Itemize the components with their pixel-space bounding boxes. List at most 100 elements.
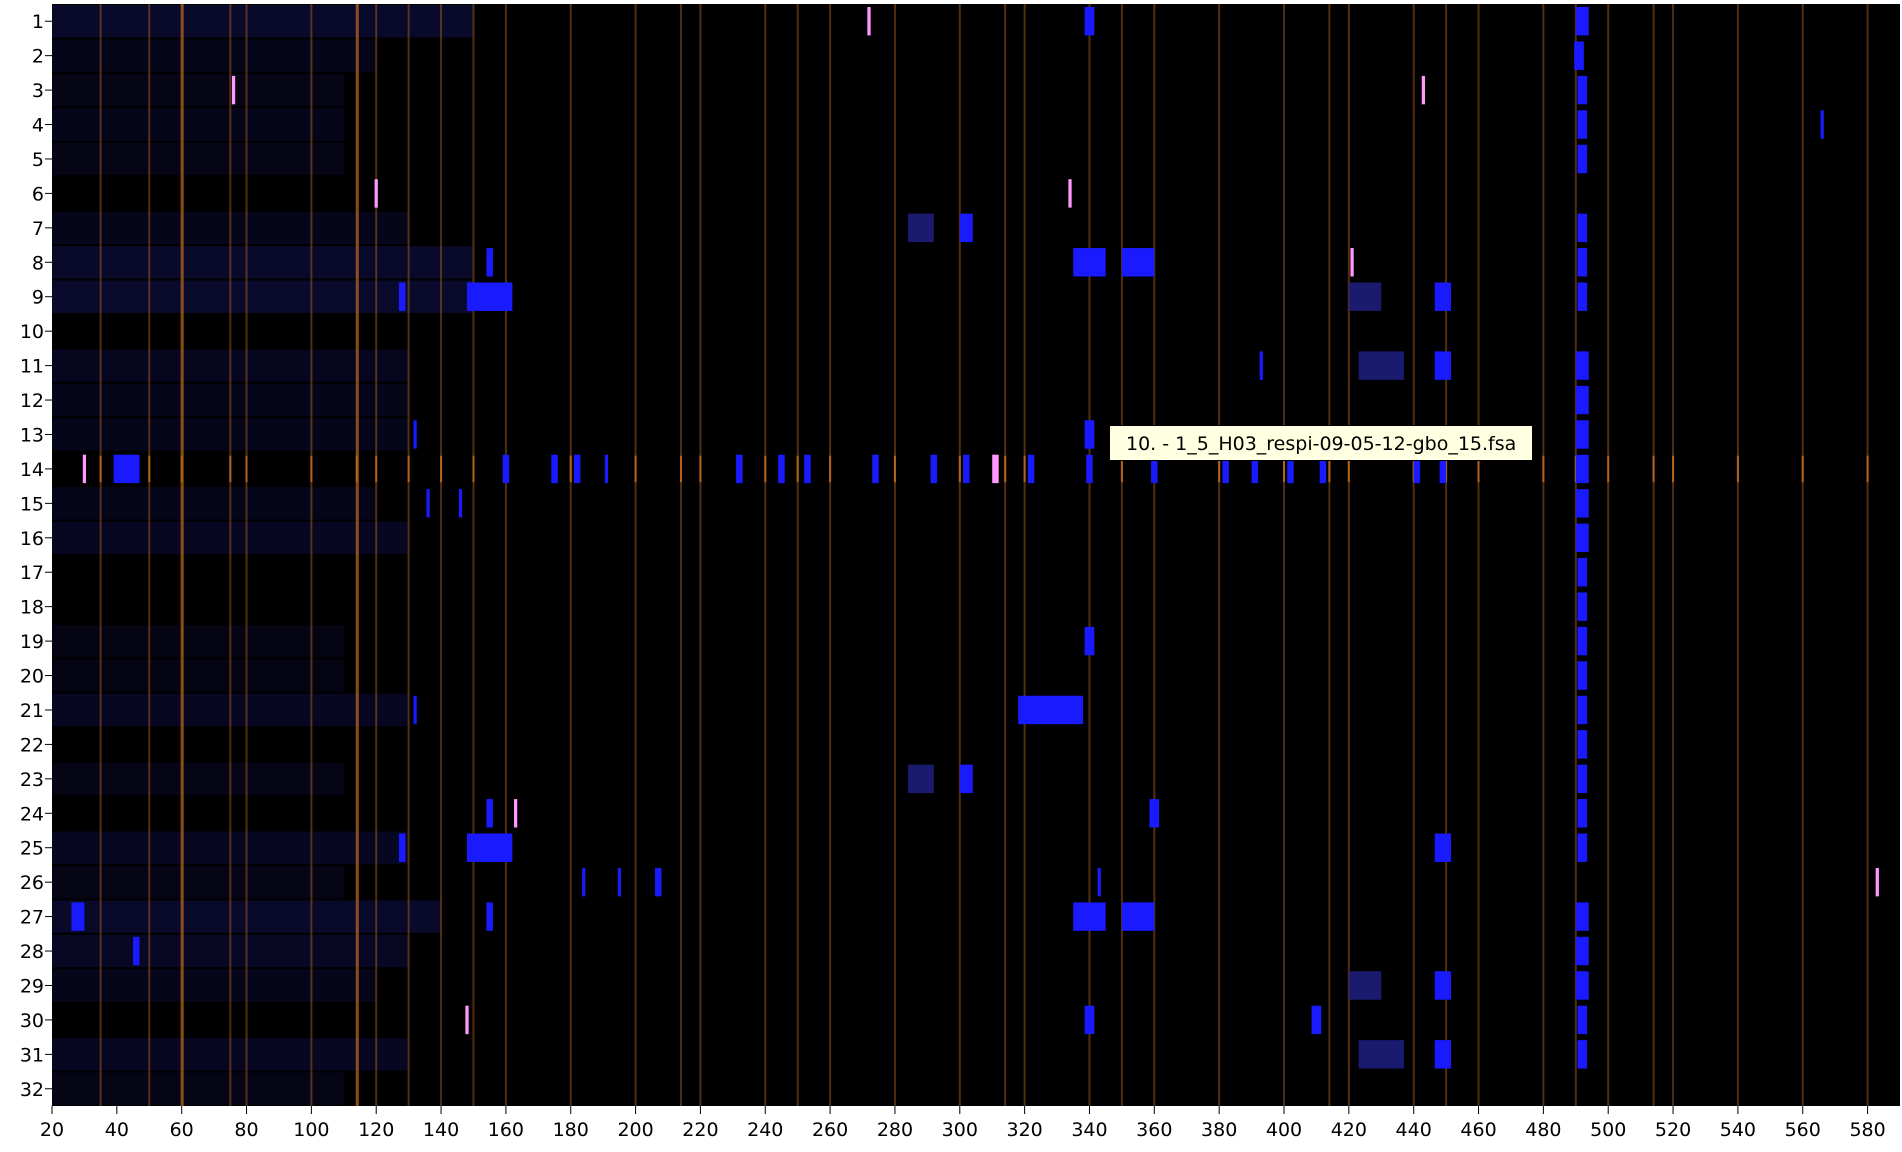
sample-peak-band[interactable] [1577,248,1587,276]
sample-peak-band[interactable] [83,455,86,483]
sample-peak-band[interactable] [1359,1040,1404,1068]
sample-peak-band[interactable] [1576,455,1589,483]
gel-plot-area[interactable] [52,4,1900,1106]
sample-peak-band[interactable] [413,420,416,448]
sample-peak-band[interactable] [1577,145,1587,173]
sample-peak-band[interactable] [1576,386,1589,414]
sample-peak-band[interactable] [1122,248,1154,276]
size-standard-line [1445,4,1447,1106]
sample-peak-band[interactable] [867,7,870,35]
sample-peak-band[interactable] [582,868,585,896]
sample-peak-band[interactable] [1577,627,1587,655]
sample-peak-band[interactable] [1577,592,1587,620]
sample-peak-band[interactable] [872,455,878,483]
sample-peak-band[interactable] [1577,110,1587,138]
sample-peak-band[interactable] [1359,351,1404,379]
lane-label: 17 [20,562,44,584]
sample-peak-band[interactable] [1260,351,1263,379]
sample-peak-band[interactable] [465,1006,468,1034]
sample-peak-band[interactable] [1576,524,1589,552]
sample-peak-band[interactable] [1435,834,1451,862]
sample-peak-band[interactable] [960,214,973,242]
sample-peak-band[interactable] [1576,420,1589,448]
sample-peak-band[interactable] [486,248,492,276]
sample-peak-band[interactable] [1576,971,1589,999]
sample-peak-band[interactable] [931,455,937,483]
sample-peak-band[interactable] [908,765,934,793]
sample-peak-band[interactable] [1821,110,1824,138]
sample-peak-band[interactable] [1349,283,1381,311]
sample-peak-band[interactable] [467,283,512,311]
sample-peak-band[interactable] [1350,248,1353,276]
sample-peak-band[interactable] [1577,214,1587,242]
sample-peak-band[interactable] [467,834,512,862]
sample-peak-band[interactable] [1577,696,1587,724]
sample-peak-band[interactable] [1577,799,1587,827]
size-standard-line [959,4,961,1106]
sample-peak-band[interactable] [1577,558,1587,586]
sample-peak-band[interactable] [399,283,405,311]
sample-peak-band[interactable] [1073,902,1105,930]
sample-peak-band[interactable] [514,799,517,827]
sample-peak-band[interactable] [960,765,973,793]
sample-peak-band[interactable] [574,455,580,483]
sample-peak-band[interactable] [1577,283,1587,311]
sample-peak-band[interactable] [413,696,416,724]
sample-peak-band[interactable] [1028,455,1034,483]
sample-peak-band[interactable] [618,868,621,896]
sample-peak-band[interactable] [1312,1006,1322,1034]
sample-peak-band[interactable] [1422,76,1425,104]
sample-peak-band[interactable] [1086,455,1092,483]
sample-peak-band[interactable] [778,455,784,483]
sample-peak-band[interactable] [551,455,557,483]
sample-peak-band[interactable] [486,902,492,930]
sample-peak-band[interactable] [1073,248,1105,276]
sample-peak-band[interactable] [1577,765,1587,793]
sample-peak-band[interactable] [1435,971,1451,999]
sample-peak-band[interactable] [503,455,509,483]
sample-peak-band[interactable] [399,834,405,862]
sample-peak-band[interactable] [1577,661,1587,689]
sample-peak-band[interactable] [71,902,84,930]
sample-peak-band[interactable] [1435,283,1451,311]
sample-peak-band[interactable] [1577,76,1587,104]
sample-peak-band[interactable] [1085,627,1095,655]
sample-peak-band[interactable] [1576,902,1589,930]
sample-peak-band[interactable] [1577,730,1587,758]
sample-peak-band[interactable] [1577,1006,1587,1034]
sample-peak-band[interactable] [1576,937,1589,965]
sample-peak-band[interactable] [908,214,934,242]
sample-peak-band[interactable] [1018,696,1083,724]
sample-peak-band[interactable] [1435,351,1451,379]
sample-peak-band[interactable] [1876,868,1879,896]
sample-peak-band[interactable] [1085,420,1095,448]
sample-peak-band[interactable] [375,179,378,207]
sample-peak-band[interactable] [605,455,608,483]
sample-peak-band[interactable] [1576,7,1589,35]
sample-peak-band[interactable] [1122,902,1154,930]
sample-peak-band[interactable] [1435,1040,1451,1068]
sample-peak-band[interactable] [426,489,429,517]
sample-peak-band[interactable] [1068,179,1071,207]
sample-peak-band[interactable] [232,76,235,104]
sample-peak-band[interactable] [1574,41,1584,69]
sample-peak-band[interactable] [133,937,139,965]
sample-peak-band[interactable] [1349,971,1381,999]
sample-peak-band[interactable] [804,455,810,483]
sample-peak-band[interactable] [736,455,742,483]
sample-peak-band[interactable] [1085,1006,1095,1034]
sample-peak-band[interactable] [1085,7,1095,35]
sample-peak-band[interactable] [1577,834,1587,862]
sample-peak-band[interactable] [1576,351,1589,379]
sample-peak-band[interactable] [1098,868,1101,896]
sample-peak-band[interactable] [655,868,661,896]
sample-peak-band[interactable] [1149,799,1159,827]
sample-peak-band[interactable] [963,455,969,483]
sample-peak-band[interactable] [1576,489,1589,517]
sample-peak-band[interactable] [1577,1040,1587,1068]
sample-peak-band[interactable] [459,489,462,517]
sample-peak-band[interactable] [992,455,998,483]
sample-peak-band[interactable] [114,455,140,483]
sample-peak-band[interactable] [486,799,492,827]
